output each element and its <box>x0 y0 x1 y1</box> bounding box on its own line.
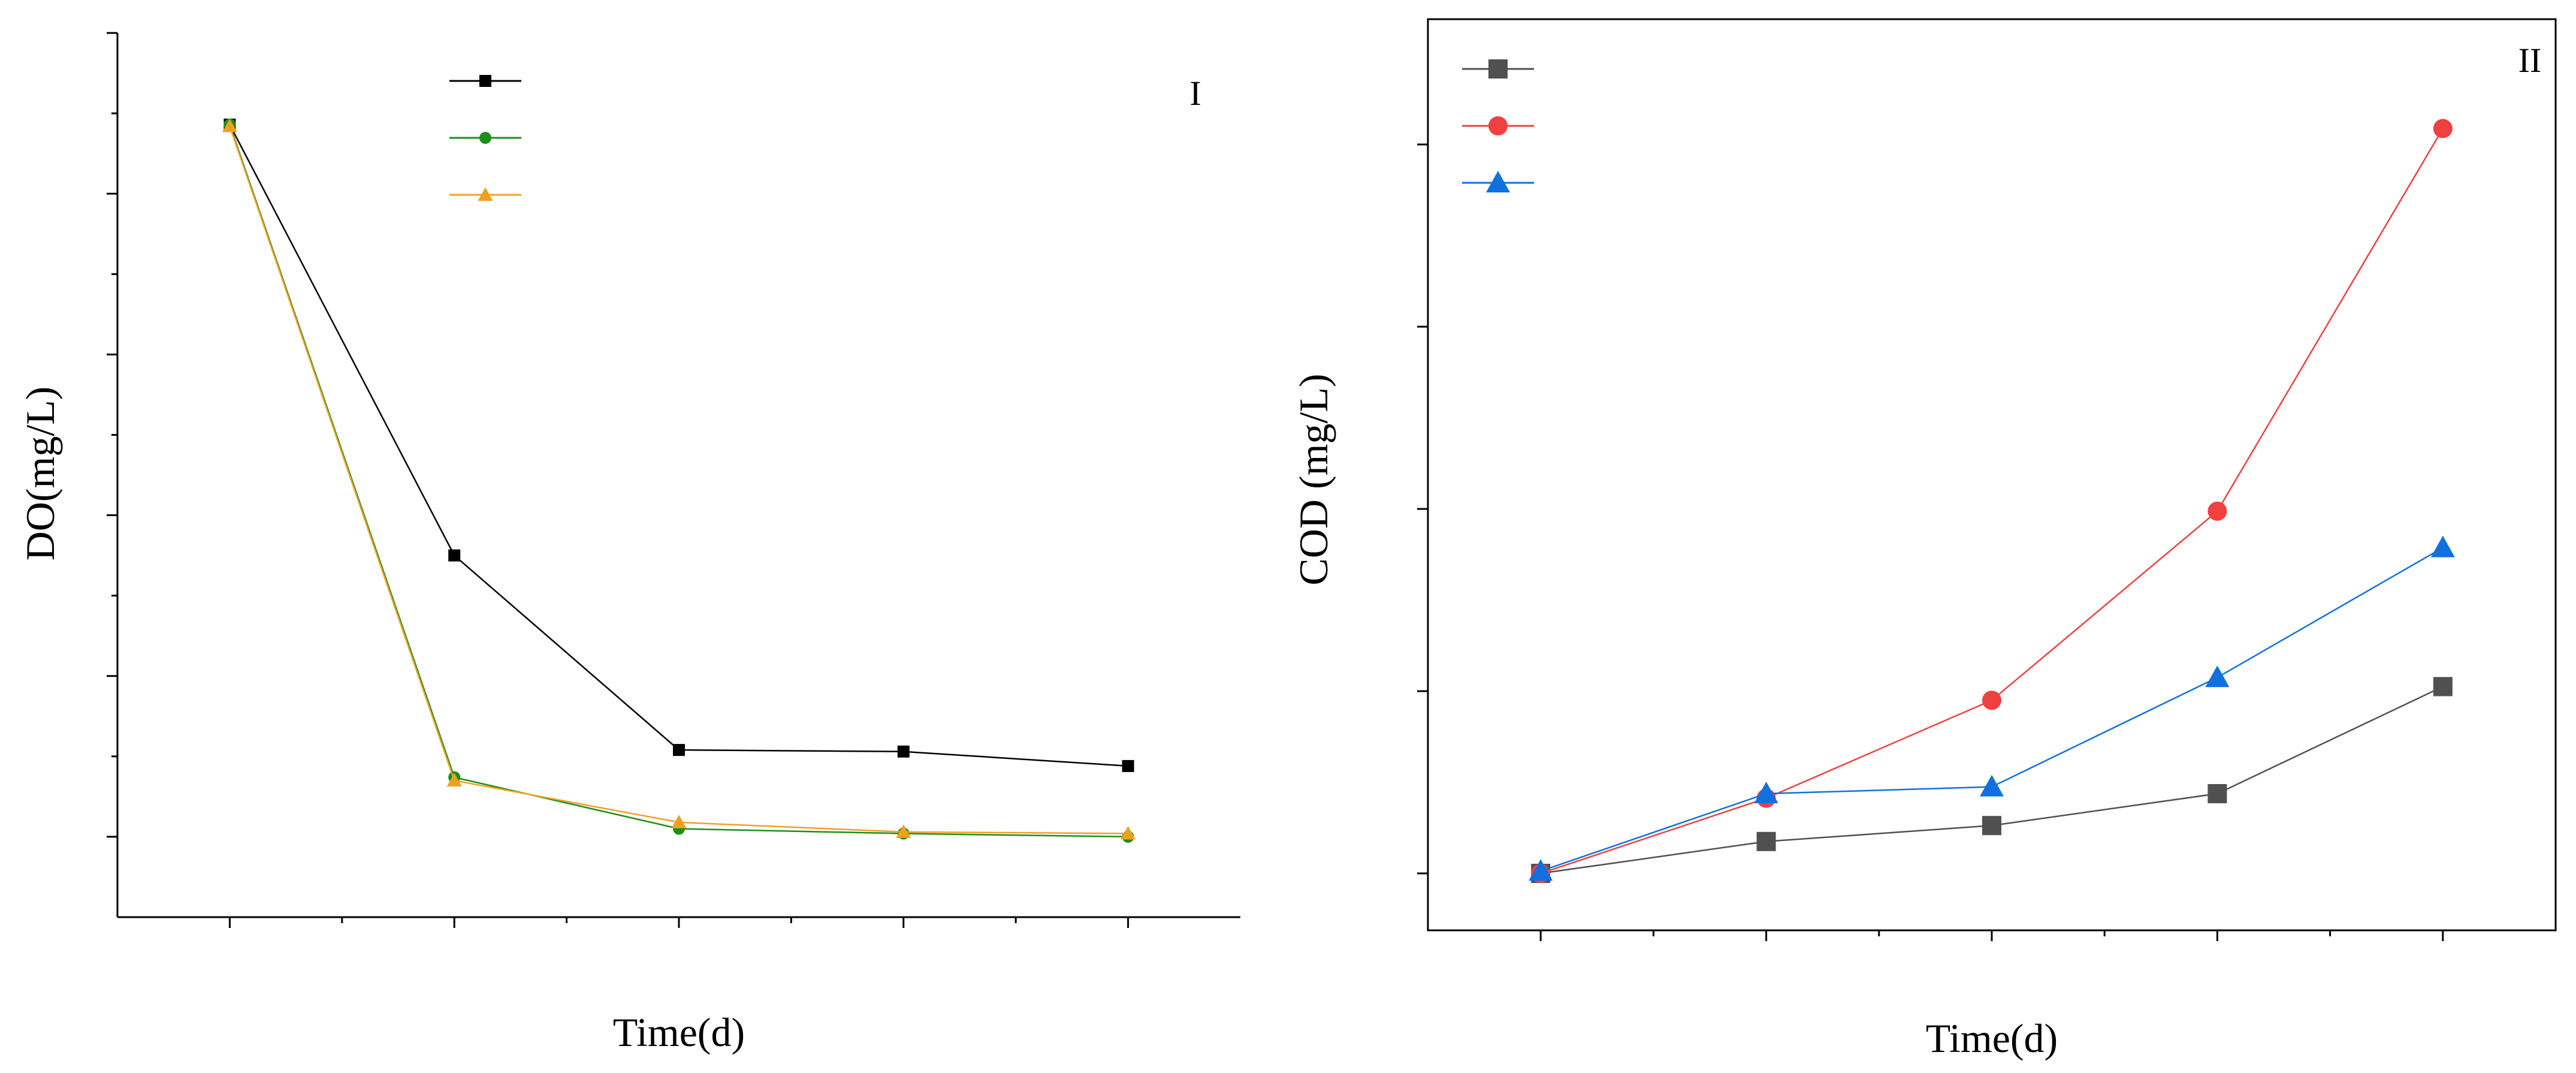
y-axis-label: COD (mg/L) <box>1291 373 1336 585</box>
data-point-t2 <box>1754 782 1778 803</box>
series-line-ck <box>229 124 1128 767</box>
data-point-t2 <box>896 824 911 838</box>
data-point-ck <box>2433 677 2453 697</box>
legend-marker <box>1488 59 1508 79</box>
legend-marker <box>478 187 493 201</box>
data-point-t1 <box>1982 691 2001 710</box>
data-point-t2 <box>1121 826 1136 840</box>
data-point-t2 <box>1529 859 1553 881</box>
data-point-ck <box>897 745 910 758</box>
series-line-t1 <box>1540 128 2444 875</box>
data-point-ck <box>673 744 685 756</box>
panel-label: I <box>1189 74 1201 113</box>
x-axis-label: Time(d) <box>1926 1015 2058 1061</box>
data-point-ck <box>1982 816 2001 836</box>
data-point-t1 <box>2207 501 2227 521</box>
chart-panel-do: I Time(d) DO(mg/L) <box>17 32 1240 1055</box>
data-point-t2 <box>2430 535 2455 557</box>
data-point-ck <box>1756 831 1776 851</box>
data-point-t2 <box>446 773 462 787</box>
data-point-ck <box>448 549 461 562</box>
legend-marker <box>1488 116 1508 135</box>
x-axis-label: Time(d) <box>613 1009 745 1055</box>
y-axis-label: DO(mg/L) <box>17 387 63 561</box>
data-point-t2 <box>671 815 687 828</box>
legend-marker <box>1486 171 1510 192</box>
data-point-t1 <box>2433 119 2453 138</box>
chart-panel-cod: II Time(d) COD (mg/L) <box>1291 18 2557 1061</box>
data-point-ck <box>1122 759 1134 772</box>
series-line-t1 <box>229 124 1128 838</box>
data-point-t2 <box>1980 774 2004 797</box>
data-point-t2 <box>2205 665 2230 688</box>
legend-marker <box>479 75 491 87</box>
data-point-ck <box>2207 784 2227 803</box>
legend-marker <box>479 132 491 144</box>
panel-label: II <box>2518 41 2542 80</box>
series-line-t2 <box>229 126 1128 834</box>
data-point-t2 <box>222 119 237 132</box>
